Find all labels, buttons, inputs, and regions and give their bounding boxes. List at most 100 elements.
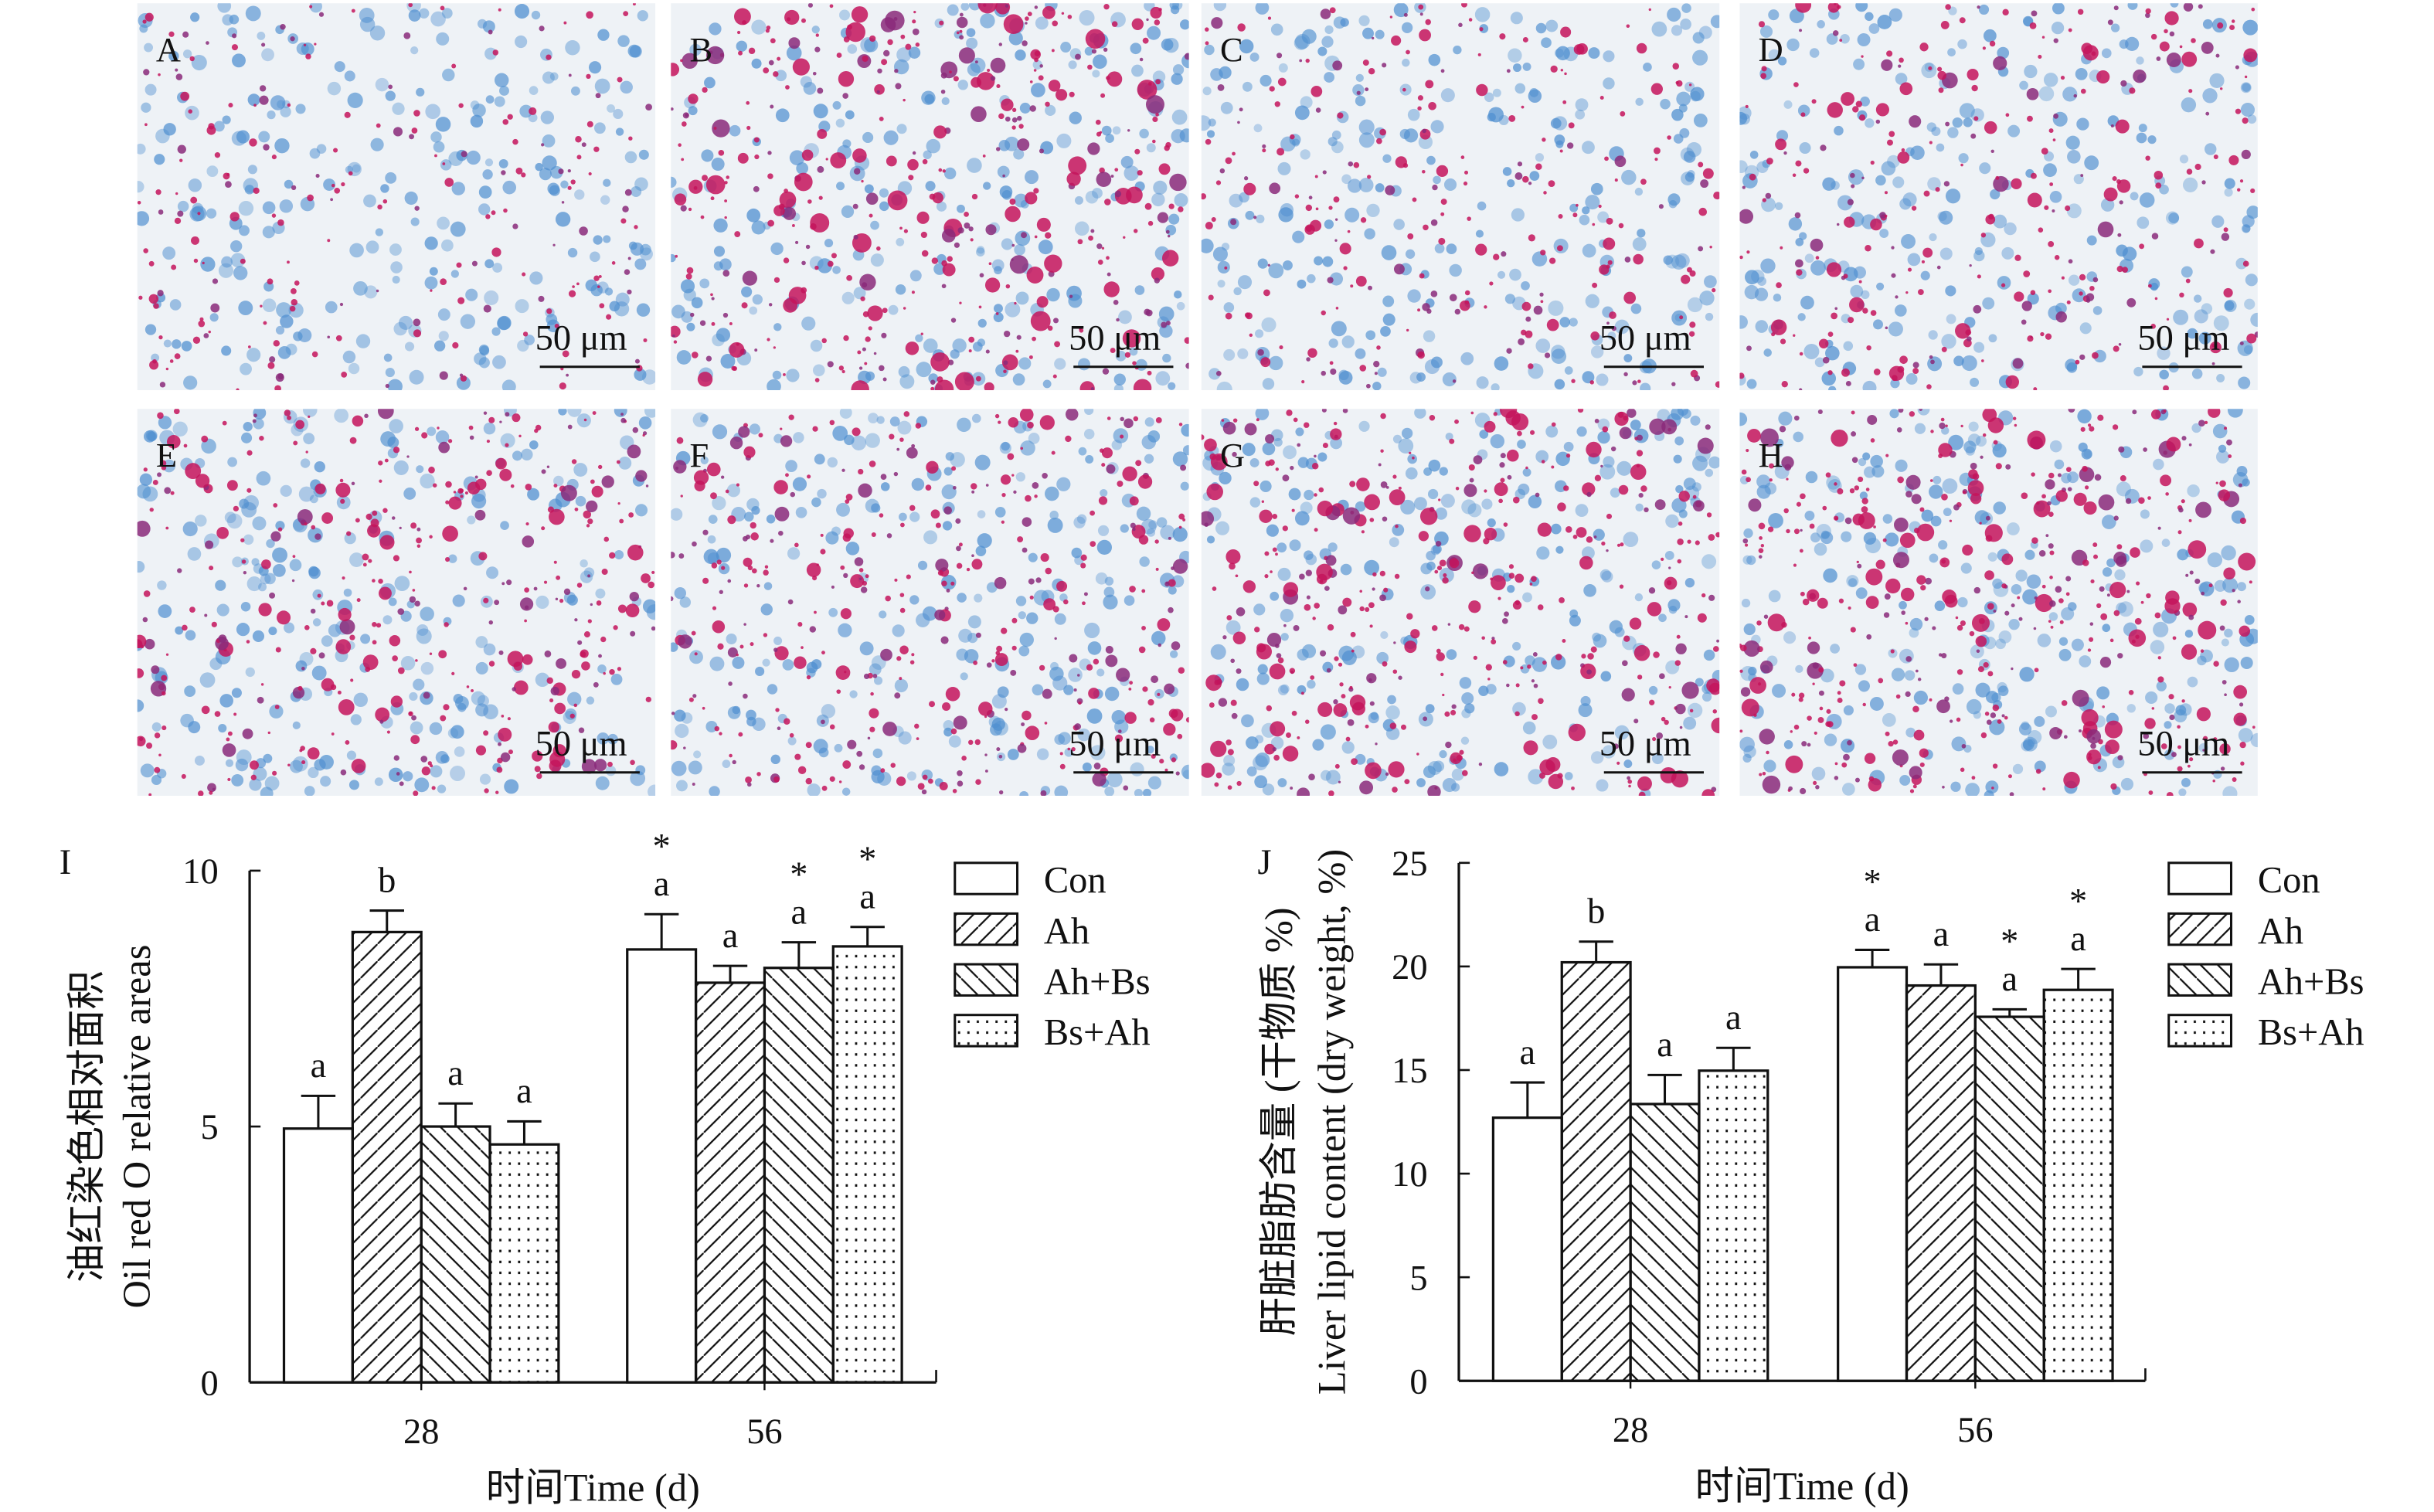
nucleus: [1987, 552, 1997, 562]
lipid-droplet: [1264, 551, 1270, 556]
nucleus: [898, 512, 907, 522]
nucleus: [1609, 620, 1623, 634]
lipid-droplet: [641, 573, 651, 583]
nucleus: [177, 200, 189, 212]
lipid-droplet: [940, 636, 949, 644]
lipid-droplet: [1404, 640, 1417, 654]
lipid-droplet: [491, 247, 501, 257]
lipid-droplet: [894, 692, 901, 699]
lipid-droplet: [1211, 217, 1216, 223]
lipid-droplet: [2042, 787, 2046, 791]
lipid-droplet: [2044, 205, 2049, 210]
lipid-droplet: [2133, 69, 2147, 83]
nucleus: [648, 784, 656, 796]
nucleus: [966, 37, 978, 49]
nucleus: [911, 477, 925, 491]
lipid-droplet: [1491, 637, 1495, 640]
lipid-droplet: [2027, 430, 2046, 450]
nucleus: [1504, 294, 1515, 304]
nucleus: [1992, 578, 2003, 590]
nucleus: [1876, 282, 1885, 291]
lipid-droplet: [845, 494, 853, 501]
nucleus: [2222, 786, 2238, 796]
nucleus: [2191, 423, 2201, 433]
nucleus: [2110, 23, 2120, 32]
micrograph-panel-f: F50 μm: [671, 409, 1189, 796]
lipid-droplet: [1852, 513, 1865, 526]
nucleus: [634, 504, 648, 517]
lipid-droplet: [2073, 93, 2077, 98]
lipid-droplet: [1915, 669, 1919, 673]
nucleus: [899, 374, 915, 389]
lipid-droplet: [372, 621, 377, 627]
nucleus: [773, 323, 782, 331]
nucleus: [638, 416, 652, 430]
nucleus: [2140, 509, 2150, 519]
nucleus: [2242, 19, 2258, 36]
lipid-droplet: [189, 606, 195, 613]
nucleus: [1799, 141, 1811, 155]
nucleus: [201, 438, 216, 454]
nucleus: [966, 28, 976, 38]
lipid-droplet: [1101, 246, 1105, 250]
lipid-droplet: [869, 460, 876, 467]
lipid-droplet: [1364, 494, 1380, 511]
nucleus: [1317, 452, 1327, 462]
lipid-droplet: [682, 112, 689, 119]
micrograph-background: [1201, 3, 1720, 390]
lipid-droplet: [583, 510, 592, 519]
lipid-droplet: [903, 98, 906, 102]
lipid-droplet: [671, 107, 674, 111]
lipid-droplet: [2239, 179, 2244, 183]
nucleus: [1978, 4, 1990, 15]
lipid-droplet: [1151, 675, 1159, 684]
nucleus: [1148, 520, 1158, 529]
lipid-droplet: [1960, 424, 1963, 428]
lipid-droplet: [205, 540, 214, 549]
lipid-droplet: [2065, 205, 2071, 212]
lipid-droplet: [2118, 446, 2125, 453]
lipid-droplet: [1538, 698, 1544, 705]
nucleus: [1481, 498, 1493, 510]
nucleus: [1739, 114, 1750, 125]
lipid-droplet: [1531, 679, 1535, 683]
lipid-droplet: [174, 217, 182, 225]
lipid-droplet: [2237, 188, 2241, 192]
nucleus: [1107, 771, 1123, 788]
nucleus: [1503, 655, 1515, 668]
lipid-droplet: [2061, 700, 2068, 706]
lipid-droplet: [2088, 423, 2092, 427]
nucleus: [263, 753, 273, 763]
nucleus: [1927, 356, 1943, 372]
lipid-droplet: [483, 304, 491, 313]
nucleus: [2215, 450, 2230, 464]
lipid-droplet: [851, 6, 869, 23]
lipid-droplet: [1147, 698, 1154, 706]
lipid-droplet: [909, 660, 915, 664]
nucleus: [380, 431, 396, 447]
lipid-droplet: [2082, 465, 2088, 472]
nucleus: [1973, 341, 1985, 353]
lipid-droplet: [1525, 466, 1528, 470]
nucleus: [1494, 762, 1509, 776]
nucleus: [594, 78, 610, 94]
nucleus: [810, 339, 823, 352]
lipid-droplet: [1531, 576, 1537, 583]
scale-bar-label: 50 μm: [2137, 724, 2229, 763]
lipid-droplet: [534, 428, 539, 433]
lipid-droplet: [483, 411, 488, 415]
lipid-droplet: [1036, 217, 1051, 232]
lipid-droplet: [1409, 451, 1412, 455]
nucleus: [1528, 89, 1542, 104]
lipid-droplet: [1623, 635, 1630, 642]
nucleus: [994, 507, 1006, 518]
nucleus: [1262, 783, 1275, 796]
lipid-droplet: [1955, 323, 1971, 339]
lipid-droplet: [445, 481, 452, 488]
nucleus: [644, 409, 656, 418]
nucleus: [303, 409, 318, 417]
nucleus: [181, 341, 192, 352]
lipid-droplet: [1030, 311, 1051, 331]
nucleus: [1825, 345, 1840, 361]
nucleus: [1273, 437, 1283, 447]
